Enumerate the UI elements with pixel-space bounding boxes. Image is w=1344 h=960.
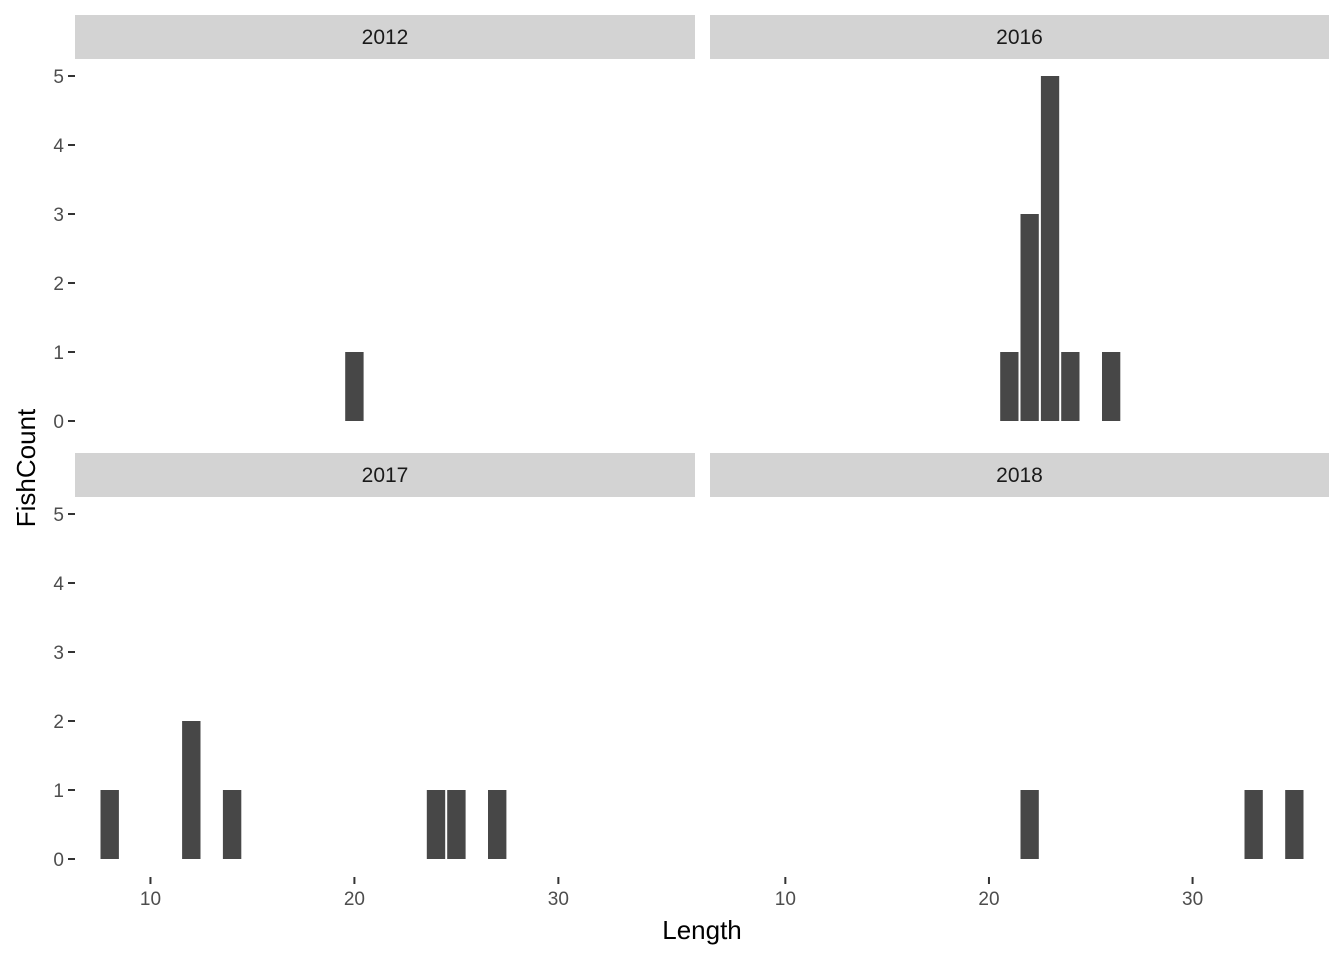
bar bbox=[1040, 76, 1060, 421]
y-tick-label: 0 bbox=[53, 412, 64, 433]
facet-strip-label: 2017 bbox=[362, 464, 409, 487]
bar bbox=[345, 352, 364, 421]
bar bbox=[1000, 352, 1019, 421]
y-tick-label: 1 bbox=[53, 343, 64, 364]
bar bbox=[1102, 352, 1121, 421]
facet-strip-label: 2012 bbox=[362, 26, 409, 49]
y-tick-label: 3 bbox=[53, 643, 64, 664]
bar bbox=[447, 790, 466, 859]
bar bbox=[182, 721, 201, 859]
bar bbox=[1244, 790, 1263, 859]
bar bbox=[1285, 790, 1304, 859]
x-axis-title: Length bbox=[662, 915, 742, 945]
facet-strip-label: 2018 bbox=[996, 464, 1043, 487]
bar bbox=[426, 790, 446, 859]
bar bbox=[488, 790, 507, 859]
facet-panel-2018: 2018 10 20 30 bbox=[710, 453, 1329, 910]
y-tick-label: 0 bbox=[53, 850, 64, 871]
facet-panel-2016: 2016 bbox=[710, 15, 1329, 421]
x-tick-label: 20 bbox=[344, 889, 365, 910]
bar bbox=[100, 790, 119, 859]
x-tick-label: 30 bbox=[548, 889, 569, 910]
y-tick-label: 2 bbox=[53, 274, 64, 295]
y-tick-label: 4 bbox=[53, 136, 64, 157]
y-tick-label: 4 bbox=[53, 574, 64, 595]
bar bbox=[1020, 214, 1039, 421]
y-tick-label: 5 bbox=[53, 505, 64, 526]
y-tick-label: 2 bbox=[53, 712, 64, 733]
y-axis-title: FishCount bbox=[11, 408, 41, 527]
x-tick-label: 20 bbox=[978, 889, 999, 910]
y-tick-label: 3 bbox=[53, 205, 64, 226]
x-tick-label: 30 bbox=[1182, 889, 1203, 910]
facet-strip-2012 bbox=[75, 15, 695, 59]
facet-strip-label: 2016 bbox=[996, 26, 1043, 49]
facet-panel-2017: 2017 0 1 2 3 4 5 10 20 30 bbox=[53, 453, 695, 910]
bar bbox=[1020, 790, 1039, 859]
facet-strip-2018 bbox=[710, 453, 1329, 497]
bar bbox=[1061, 352, 1080, 421]
x-tick-label: 10 bbox=[140, 889, 161, 910]
facet-strip-2016 bbox=[710, 15, 1329, 59]
x-tick-label: 10 bbox=[775, 889, 796, 910]
y-tick-label: 1 bbox=[53, 781, 64, 802]
bar bbox=[222, 790, 242, 859]
facet-strip-2017 bbox=[75, 453, 695, 497]
y-tick-label: 5 bbox=[53, 67, 64, 88]
